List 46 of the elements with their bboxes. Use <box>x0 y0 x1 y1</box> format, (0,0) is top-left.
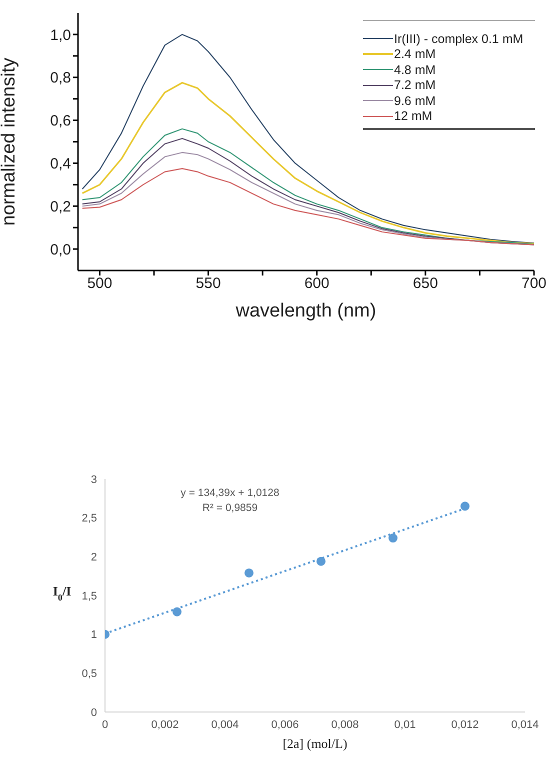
x-tick-label: 0,004 <box>211 718 239 731</box>
x-tick-label: 600 <box>304 275 330 292</box>
x-tick-label: 550 <box>196 275 221 292</box>
legend-label: 12 mM <box>394 109 432 124</box>
x-tick-label: 0,01 <box>394 718 416 731</box>
x-tick-label: 0,012 <box>451 718 479 731</box>
y-tick-label: 2,5 <box>82 512 97 525</box>
x-tick-label: 0,014 <box>511 718 539 731</box>
point <box>460 502 470 511</box>
y-tick-label: 0 <box>90 706 97 719</box>
x-tick-label: 0,006 <box>271 718 299 731</box>
y-axis-title: normalized intensity <box>0 57 20 226</box>
point <box>172 607 182 616</box>
y-tick-label: 0,0 <box>50 241 71 258</box>
y-tick-label: 0,5 <box>82 668 97 680</box>
annotation: y = 134,39x + 1,0128 <box>180 487 280 499</box>
y-tick-label: 3 <box>90 474 97 486</box>
y-tick-label: 2 <box>90 552 97 564</box>
x-tick-label: 0 <box>102 718 108 731</box>
legend-label: 4.8 mM <box>394 62 436 77</box>
line-series <box>82 34 534 244</box>
y-tick-label: 0,2 <box>50 198 71 216</box>
legend-label: 9.6 mM <box>394 94 436 108</box>
y-axis-title: I$_{0}$/I <box>52 584 72 602</box>
point <box>316 556 326 566</box>
point <box>388 534 398 543</box>
y-tick-label: 0,4 <box>50 156 71 173</box>
x-tick-label: 0,002 <box>151 718 179 731</box>
x-tick-label: 0,008 <box>331 718 359 731</box>
y-tick-label: 1,5 <box>82 590 97 602</box>
x-tick-label: 700 <box>521 275 547 292</box>
legend-label: 2.4 mM <box>394 47 436 62</box>
y-tick-label: 0,8 <box>50 70 71 87</box>
line-series <box>82 168 534 246</box>
x-tick-label: 650 <box>412 275 438 292</box>
x-axis-title: [2a] (mol/L) <box>282 736 348 751</box>
x-tick-label: 500 <box>87 275 112 292</box>
annotation: R² = 0,9859 <box>201 502 259 514</box>
point <box>244 568 254 578</box>
y-tick-label: 0,6 <box>50 112 71 130</box>
y-tick-label: 1,0 <box>50 26 71 44</box>
line-series <box>82 82 534 244</box>
legend-label: Ir(III) - complex 0.1 mM <box>394 32 524 46</box>
y-tick-label: 1 <box>90 629 97 642</box>
legend-label: 7.2 mM <box>394 78 436 92</box>
x-axis-title: wavelength (nm) <box>234 300 376 322</box>
